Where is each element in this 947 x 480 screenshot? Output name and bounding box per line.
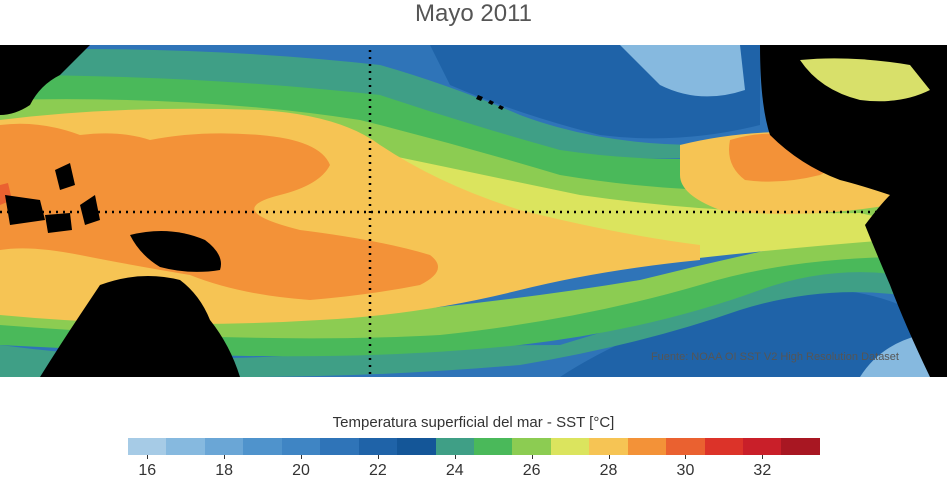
colorbar-tick-label: 24 xyxy=(445,462,464,479)
south-cold-region xyxy=(560,289,947,377)
hawaii-islands xyxy=(476,95,504,110)
colorbar-ticks: 16 18 20 22 24 26 28 30 32 xyxy=(0,455,947,480)
colorbar-tick-label: 28 xyxy=(599,462,618,479)
colorbar-swatch xyxy=(666,438,705,455)
colorbar-swatch xyxy=(397,438,436,455)
colorbar-tick-label: 30 xyxy=(676,462,695,479)
colorbar-tick-mark xyxy=(608,455,610,459)
colorbar-swatch xyxy=(435,438,474,455)
australia-landmass xyxy=(40,276,240,377)
light-green-band xyxy=(0,99,890,339)
colorbar-swatch xyxy=(473,438,513,455)
colorbar-swatch xyxy=(781,438,820,455)
colorbar-swatch xyxy=(512,438,551,455)
colorbar-swatch xyxy=(358,438,398,455)
colorbar-tick-mark xyxy=(531,455,533,459)
colorbar-swatch xyxy=(320,438,359,455)
colorbar-swatch xyxy=(128,438,167,455)
colorbar-tick-mark xyxy=(224,455,226,459)
colorbar-tick-mark xyxy=(147,455,149,459)
colorbar-tick-label: 16 xyxy=(138,462,157,479)
colorbar-swatch xyxy=(204,438,244,455)
asia-landmass xyxy=(0,45,90,115)
caribbean-islands xyxy=(800,58,930,102)
colorbar-tick-mark xyxy=(301,455,302,459)
map-title: Mayo 2011 xyxy=(415,0,532,27)
colorbar-tick-mark xyxy=(685,455,687,459)
sst-map xyxy=(0,45,947,377)
new-guinea-landmass xyxy=(130,231,221,272)
colorbar-swatch xyxy=(743,438,782,455)
colorbar-tick-label: 20 xyxy=(292,462,310,479)
colorbar-tick-mark xyxy=(762,455,764,459)
colorbar-tick-mark xyxy=(377,455,379,459)
colorbar-tick-mark xyxy=(454,455,456,459)
colorbar-swatch xyxy=(589,438,628,455)
colorbar-tick-label: 32 xyxy=(753,462,772,479)
colorbar-swatch xyxy=(550,438,590,455)
colorbar-label: Temperatura superficial del mar - SST [°… xyxy=(332,414,615,431)
colorbar-tick-label: 18 xyxy=(215,462,234,479)
north-cold-core xyxy=(620,45,745,97)
colorbar-swatch xyxy=(166,438,205,455)
colorbar xyxy=(128,438,820,455)
colorbar-swatch xyxy=(281,438,321,455)
colorbar-tick-label: 22 xyxy=(368,462,387,479)
source-note: Fuente: NOAA OI SST V2 High Resolution D… xyxy=(650,351,899,363)
colorbar-swatch xyxy=(243,438,282,455)
colorbar-tick-label: 26 xyxy=(522,462,541,479)
indonesia-islands xyxy=(5,163,100,233)
colorbar-swatch xyxy=(704,438,743,455)
colorbar-swatch xyxy=(627,438,667,455)
americas-landmass xyxy=(760,45,947,377)
